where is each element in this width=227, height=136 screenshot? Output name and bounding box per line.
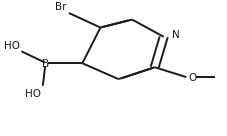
Text: Br: Br: [55, 2, 67, 12]
Text: HO: HO: [4, 41, 20, 51]
Text: O: O: [189, 73, 197, 83]
Text: B: B: [42, 59, 49, 69]
Text: HO: HO: [25, 89, 41, 99]
Text: N: N: [172, 30, 179, 41]
